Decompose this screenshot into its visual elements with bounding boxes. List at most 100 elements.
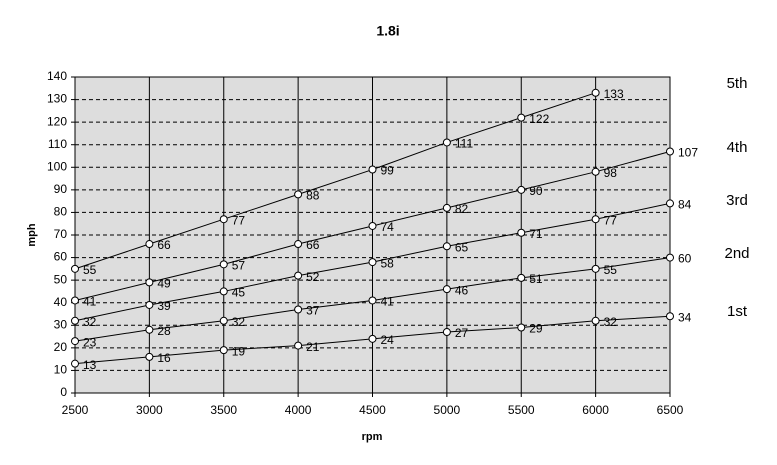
data-point — [145, 352, 154, 361]
data-point — [442, 328, 451, 337]
data-label: 55 — [604, 263, 618, 277]
data-point — [517, 185, 526, 194]
data-label: 34 — [678, 310, 692, 324]
data-label: 16 — [157, 351, 171, 365]
y-tick-label: 100 — [47, 159, 67, 173]
y-tick-label: 60 — [54, 250, 68, 264]
y-tick-label: 130 — [47, 92, 67, 106]
data-point — [294, 190, 303, 199]
chart-title: 1.8i — [376, 23, 399, 39]
data-label: 24 — [381, 333, 395, 347]
data-label: 65 — [455, 240, 469, 254]
data-label: 58 — [381, 256, 395, 270]
data-point — [368, 296, 377, 305]
data-label: 66 — [157, 238, 171, 252]
data-point — [442, 285, 451, 294]
data-point — [591, 215, 600, 224]
data-label: 84 — [678, 198, 692, 212]
y-tick-label: 140 — [47, 69, 67, 83]
y-tick-label: 80 — [54, 205, 68, 219]
data-point — [368, 258, 377, 267]
data-label: 41 — [83, 295, 97, 309]
data-point — [219, 287, 228, 296]
data-point — [517, 228, 526, 237]
y-tick-label: 70 — [54, 227, 68, 241]
y-tick-label: 0 — [60, 385, 67, 399]
data-point — [145, 300, 154, 309]
y-tick-label: 20 — [54, 340, 68, 354]
data-label: 32 — [232, 315, 246, 329]
data-point — [517, 113, 526, 122]
y-tick-label: 120 — [47, 114, 67, 128]
x-tick-label: 4500 — [359, 403, 386, 417]
data-point — [666, 147, 674, 156]
data-point — [666, 312, 674, 321]
data-point — [71, 359, 79, 368]
data-point — [591, 88, 600, 97]
y-tick-label: 30 — [54, 317, 68, 331]
data-point — [71, 316, 79, 325]
y-tick-label: 10 — [54, 363, 68, 377]
data-label: 32 — [83, 315, 97, 329]
data-point — [666, 199, 674, 208]
data-label: 77 — [604, 213, 618, 227]
series-line — [74, 92, 596, 270]
y-tick-label: 50 — [54, 272, 68, 286]
x-tick-label: 6500 — [657, 403, 684, 417]
data-label: 122 — [529, 112, 549, 126]
data-label: 21 — [306, 340, 320, 354]
data-point — [368, 165, 377, 174]
x-tick-label: 2500 — [62, 403, 89, 417]
data-point — [442, 242, 451, 251]
data-point — [294, 341, 303, 350]
y-axis-title: mph — [26, 223, 38, 247]
data-point — [517, 273, 526, 282]
data-label: 19 — [232, 344, 246, 358]
x-axis-title: rpm — [362, 431, 383, 443]
data-label: 60 — [678, 252, 692, 266]
data-point — [219, 215, 228, 224]
data-point — [145, 240, 154, 249]
data-label: 32 — [604, 315, 618, 329]
x-tick-label: 4000 — [285, 403, 312, 417]
data-label: 66 — [306, 238, 320, 252]
y-tick-label: 40 — [54, 295, 68, 309]
data-label: 29 — [529, 322, 543, 336]
data-point — [591, 264, 600, 273]
x-tick-label: 6000 — [582, 403, 609, 417]
data-point — [517, 323, 526, 332]
data-label: 52 — [306, 270, 320, 284]
series-name: 2nd — [724, 245, 749, 262]
data-label: 111 — [455, 137, 474, 151]
data-point — [442, 203, 451, 212]
data-point — [71, 296, 79, 305]
series-name: 5th — [727, 75, 748, 92]
data-point — [442, 138, 451, 147]
data-label: 46 — [455, 283, 469, 297]
data-label: 98 — [604, 166, 618, 180]
data-point — [71, 264, 79, 273]
x-tick-label: 3500 — [210, 403, 237, 417]
data-label: 88 — [306, 189, 320, 203]
data-point — [71, 337, 79, 346]
data-point — [368, 221, 377, 230]
data-label: 37 — [306, 304, 320, 318]
data-point — [591, 316, 600, 325]
data-label: 39 — [157, 299, 171, 313]
data-label: 133 — [604, 87, 624, 101]
data-label: 55 — [83, 263, 97, 277]
data-label: 82 — [455, 202, 469, 216]
series-name: 1st — [727, 303, 748, 320]
x-tick-label: 5500 — [508, 403, 535, 417]
data-label: 71 — [529, 227, 543, 241]
data-label: 74 — [381, 220, 395, 234]
data-point — [219, 346, 228, 355]
data-point — [591, 167, 600, 176]
series-name: 4th — [727, 139, 748, 156]
x-tick-label: 3000 — [136, 403, 163, 417]
data-label: 28 — [157, 324, 171, 338]
data-label: 49 — [157, 277, 171, 291]
data-label: 13 — [83, 358, 97, 372]
data-point — [219, 316, 228, 325]
